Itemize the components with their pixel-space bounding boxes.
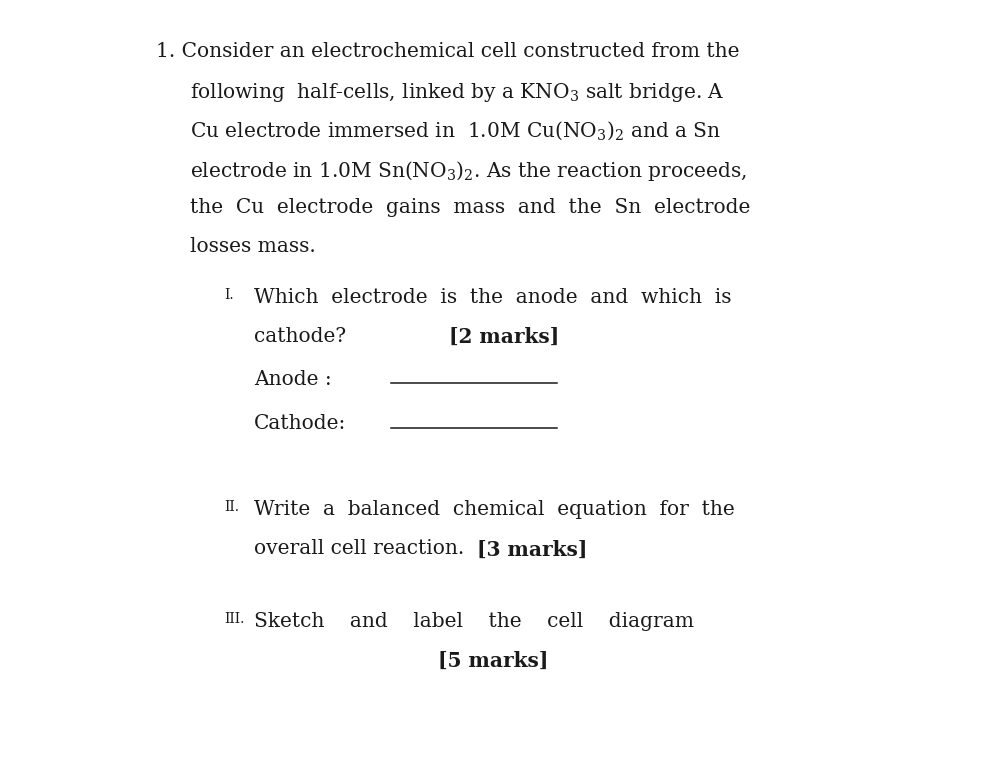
Text: cathode?: cathode? — [253, 326, 345, 345]
Text: Cu electrode immersed in  1.0M Cu(NO$_3$)$_2$ and a Sn: Cu electrode immersed in 1.0M Cu(NO$_3$)… — [190, 120, 721, 143]
Text: Sketch    and    label    the    cell    diagram: Sketch and label the cell diagram — [253, 613, 693, 631]
Text: Anode :: Anode : — [253, 370, 331, 389]
Text: the  Cu  electrode  gains  mass  and  the  Sn  electrode: the Cu electrode gains mass and the Sn e… — [190, 198, 749, 217]
Text: following  half-cells, linked by a KNO$_3$ salt bridge. A: following half-cells, linked by a KNO$_3… — [190, 80, 724, 104]
Text: overall cell reaction.: overall cell reaction. — [253, 540, 463, 559]
Text: I.: I. — [224, 288, 234, 301]
Text: Cathode:: Cathode: — [253, 414, 346, 433]
Text: electrode in 1.0M Sn(NO$_3$)$_2$. As the reaction proceeds,: electrode in 1.0M Sn(NO$_3$)$_2$. As the… — [190, 159, 746, 183]
Text: III.: III. — [224, 613, 245, 626]
Text: II.: II. — [224, 500, 240, 515]
Text: [3 marks]: [3 marks] — [476, 540, 587, 559]
Text: Write  a  balanced  chemical  equation  for  the: Write a balanced chemical equation for t… — [253, 500, 734, 519]
Text: [5 marks]: [5 marks] — [438, 651, 548, 671]
Text: losses mass.: losses mass. — [190, 237, 316, 256]
Text: 1. Consider an electrochemical cell constructed from the: 1. Consider an electrochemical cell cons… — [156, 42, 739, 61]
Text: Which  electrode  is  the  anode  and  which  is: Which electrode is the anode and which i… — [253, 288, 731, 307]
Text: [2 marks]: [2 marks] — [449, 326, 559, 347]
